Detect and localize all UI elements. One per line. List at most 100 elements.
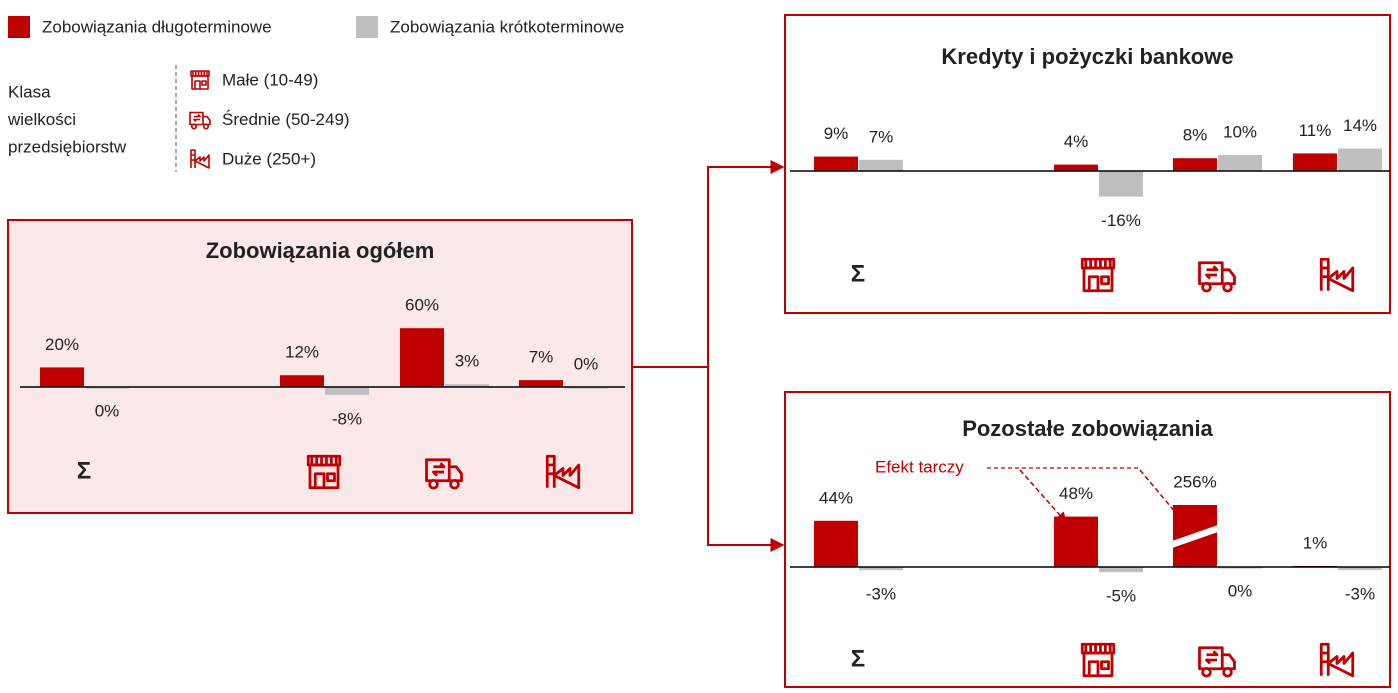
annotation: Efekt tarczy [875,457,964,476]
bar [1099,171,1143,197]
bar [400,328,444,387]
shape [432,462,446,477]
value-label: 8% [1183,126,1208,145]
bar [325,387,369,395]
bar [519,380,563,387]
value-label: -8% [332,409,362,428]
shape [1201,282,1212,293]
bar [40,367,84,387]
shape [1201,667,1212,678]
value-label: -3% [1345,585,1375,604]
value-label: 7% [529,348,554,367]
chart-title: Pozostałe zobowiązania [962,416,1213,441]
value-label: 14% [1343,116,1377,135]
legend-label: Zobowiązania krótkoterminowe [390,17,624,36]
legend-swatch [356,16,378,38]
icon-shop [1080,257,1116,293]
size-class-label: przedsiębiorstw [8,137,127,156]
icon-shop [306,454,342,490]
icon-shop [190,70,210,90]
size-class-label: wielkości [7,110,76,129]
bar [1218,155,1262,171]
icon-truck [189,111,211,130]
bar [1054,516,1098,567]
shape [1222,667,1233,678]
shape [449,479,460,490]
chart-title: Zobowiązania ogółem [206,238,435,263]
value-label: 60% [405,296,439,315]
icon-truck [1198,646,1236,678]
bar [859,567,903,571]
shape [545,454,581,490]
bar [1338,148,1382,171]
bar [1173,158,1217,171]
icon-factory [190,149,210,169]
bar [280,375,324,387]
value-label: 1% [1303,533,1328,552]
shape [1319,257,1355,293]
value-label: 12% [285,343,319,362]
value-label: -16% [1101,211,1141,230]
value-label: 0% [1228,581,1253,600]
value-label: 4% [1064,132,1089,151]
icon-factory [1319,257,1355,293]
shape [1319,642,1355,678]
bar [1338,567,1382,571]
shape [189,111,211,126]
shape [1222,282,1233,293]
icon-shop [1080,642,1116,678]
size-class-item: Duże (250+) [222,149,316,168]
legend-swatch [8,16,30,38]
value-label: 0% [574,354,599,373]
value-label: -3% [866,585,896,604]
axis-break [1172,525,1218,548]
bar [859,159,903,171]
value-label: 11% [1299,121,1332,140]
shape [313,472,336,488]
shape [1087,275,1110,291]
value-label: 3% [455,352,480,371]
value-label: 256% [1173,472,1216,491]
shape [202,123,210,130]
bar [1099,567,1143,573]
shape [194,80,207,89]
shape [1205,265,1219,280]
icon-factory [1319,642,1355,678]
shape [1205,650,1219,665]
icon-truck [1198,261,1236,293]
bar [1293,153,1337,171]
annotation-arrow [1019,469,1067,523]
bar [1054,164,1098,171]
shape [1087,660,1110,676]
annotation-arrow [1139,469,1187,526]
size-class-item: Małe (10-49) [222,70,318,89]
shape [190,149,210,169]
shape [428,479,439,490]
size-class-item: Średnie (50-249) [222,110,350,129]
shape [191,123,198,130]
category-label: Σ [851,260,865,287]
size-class-label: Klasa [8,82,51,101]
chart-title: Kredyty i pożyczki bankowe [941,44,1233,69]
shape [193,113,201,123]
bar [814,520,858,567]
value-label: 48% [1059,484,1093,503]
bar [445,384,489,387]
legend-label: Zobowiązania długoterminowe [42,17,272,36]
value-label: 10% [1223,122,1257,141]
value-label: 44% [819,488,853,507]
icon-factory [545,454,581,490]
bar [814,156,858,171]
connector [707,367,785,552]
category-label: Σ [77,457,91,484]
value-label: 0% [95,401,120,420]
value-label: 20% [45,335,79,354]
category-label: Σ [851,645,865,672]
value-label: 7% [869,127,894,146]
value-label: 9% [824,124,849,143]
value-label: -5% [1106,587,1136,606]
icon-truck [425,458,463,490]
connector [632,160,785,368]
